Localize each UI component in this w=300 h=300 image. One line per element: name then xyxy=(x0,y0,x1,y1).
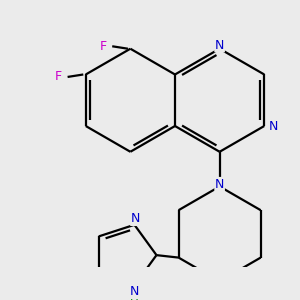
Text: N: N xyxy=(131,212,140,225)
Text: N: N xyxy=(268,119,278,133)
Text: N: N xyxy=(215,39,224,52)
Text: N: N xyxy=(215,178,224,190)
Text: N: N xyxy=(130,285,139,298)
Text: F: F xyxy=(100,40,107,53)
Text: F: F xyxy=(55,70,62,83)
Text: H: H xyxy=(130,298,139,300)
